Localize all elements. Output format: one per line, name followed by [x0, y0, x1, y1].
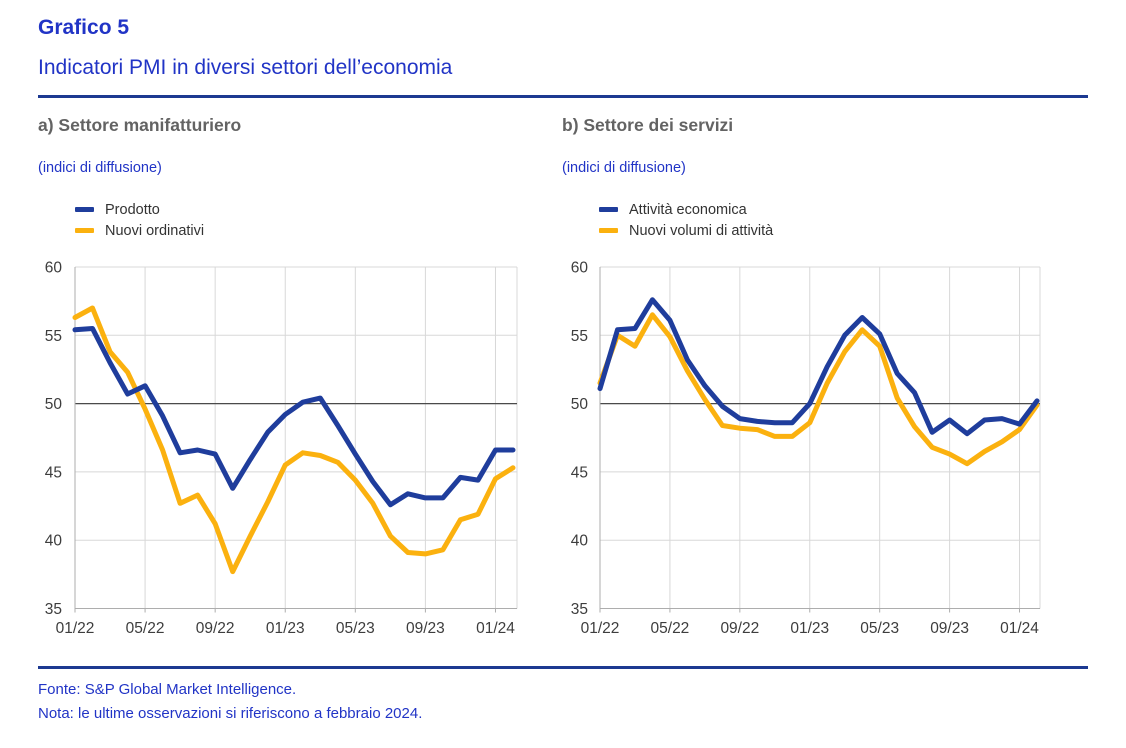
x-axis-tick-label: 05/23: [860, 620, 899, 637]
legend-label: Nuovi ordinativi: [105, 222, 205, 239]
y-axis-tick-label: 45: [571, 464, 588, 481]
legend-item: Attività economica: [599, 199, 773, 220]
series-color-chip: [75, 228, 94, 233]
top-rule: [38, 95, 1088, 98]
panel-b-unit-note: (indici di diffusione): [562, 160, 686, 176]
y-axis-tick-label: 60: [571, 260, 589, 277]
x-axis-tick-label: 01/23: [790, 620, 829, 637]
y-axis-tick-label: 50: [45, 396, 63, 413]
legend-item: Prodotto: [75, 199, 204, 220]
legend-label: Attività economica: [629, 201, 747, 218]
y-axis-tick-label: 55: [571, 328, 588, 345]
x-axis-tick-label: 09/22: [720, 620, 759, 637]
y-axis-tick-label: 40: [45, 533, 63, 550]
source-line: Fonte: S&P Global Market Intelligence.: [38, 681, 297, 698]
x-axis-tick-label: 09/23: [930, 620, 969, 637]
panel-b-title: b) Settore dei servizi: [562, 115, 734, 135]
y-axis-tick-label: 35: [45, 601, 62, 618]
y-axis-tick-label: 60: [45, 260, 63, 277]
x-axis-tick-label: 05/22: [126, 620, 165, 637]
x-axis-tick-label: 01/24: [1000, 620, 1039, 637]
x-axis-tick-label: 01/22: [581, 620, 620, 637]
series-color-chip: [599, 228, 618, 233]
series-line-prodotto: [72, 326, 516, 508]
x-axis-tick-label: 09/22: [196, 620, 235, 637]
legend-item: Nuovi ordinativi: [75, 220, 204, 241]
note-line: Nota: le ultime osservazioni si riferisc…: [38, 705, 423, 722]
legend-label: Prodotto: [105, 201, 160, 218]
x-axis-tick-label: 09/23: [406, 620, 445, 637]
y-axis-tick-label: 40: [571, 533, 589, 550]
y-axis-tick-label: 55: [45, 328, 62, 345]
legend-label: Nuovi volumi di attività: [629, 222, 774, 239]
series-line-attivit-economica: [597, 297, 1040, 437]
figure-title: Indicatori PMI in diversi settori dell’e…: [38, 56, 453, 79]
panel-a-legend: Prodotto Nuovi ordinativi: [75, 199, 204, 241]
bottom-rule: [38, 666, 1088, 669]
x-axis-tick-label: 01/24: [476, 620, 515, 637]
series-line-nuovi-volumi-di-attivit-: [597, 312, 1040, 467]
x-axis-tick-label: 05/22: [651, 620, 690, 637]
x-axis-tick-label: 01/23: [266, 620, 305, 637]
y-axis-tick-label: 50: [571, 396, 589, 413]
series-color-chip: [599, 207, 618, 212]
legend-item: Nuovi volumi di attività: [599, 220, 773, 241]
figure-number: Grafico 5: [38, 16, 130, 39]
series-color-chip: [75, 207, 94, 212]
x-axis-tick-label: 01/22: [56, 620, 95, 637]
series-line-nuovi-ordinativi: [72, 305, 516, 575]
panel-a-unit-note: (indici di diffusione): [38, 160, 162, 176]
y-axis-tick-label: 35: [571, 601, 588, 618]
panel-b-legend: Attività economica Nuovi volumi di attiv…: [599, 199, 773, 241]
x-axis-tick-label: 05/23: [336, 620, 375, 637]
y-axis-tick-label: 45: [45, 464, 62, 481]
panel-a-title: a) Settore manifatturiero: [38, 115, 242, 135]
